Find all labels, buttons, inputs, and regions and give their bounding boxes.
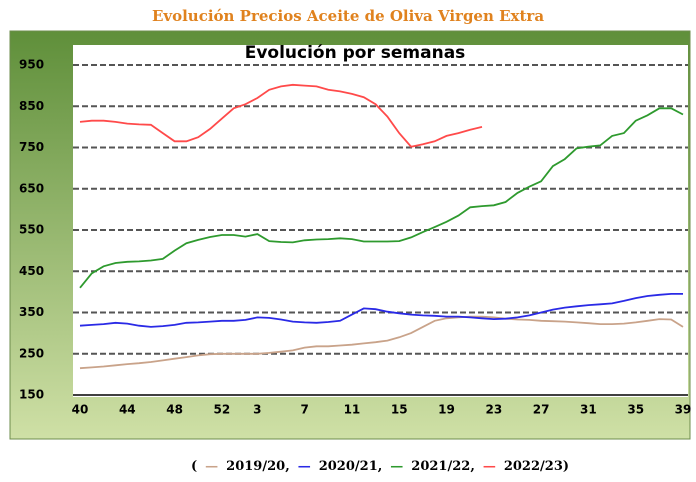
x-tick-label: 23	[485, 403, 502, 417]
legend: ( — 2019/20, — 2020/21, — 2021/22, — 2022/23)	[191, 459, 569, 474]
legend-label: 2022/23	[504, 459, 563, 474]
y-tick-label: 950	[19, 58, 44, 72]
x-tick-label: 11	[344, 403, 361, 417]
y-tick-label: 850	[19, 99, 44, 113]
x-tick-label: 31	[580, 403, 597, 417]
x-tick-label: 15	[391, 403, 408, 417]
plot: 150 250 350 450 550 650 750 850 950 40 44 48 52 3 7 11 1…	[19, 58, 691, 417]
x-tick-label: 39	[675, 403, 692, 417]
x-tick-label: 35	[627, 403, 644, 417]
chart-title: Evolución Precios Aceite de Oliva Virgen…	[152, 7, 544, 25]
legend-label: 2021/22	[411, 459, 470, 474]
x-tick-label: 7	[300, 403, 308, 417]
legend-swatch: —	[298, 459, 311, 474]
y-tick-label: 650	[19, 181, 44, 195]
series-line	[79, 83, 483, 148]
series-line	[79, 315, 684, 370]
x-tick-label: 52	[214, 403, 231, 417]
y-tick-label: 350	[19, 305, 44, 319]
y-tick-label: 250	[19, 346, 44, 360]
legend: ( — 2019/20, — 2020/21, — 2021/22, — 2022/23)	[191, 459, 569, 474]
y-tick-label: 550	[19, 223, 44, 237]
x-tick-label: 19	[438, 403, 455, 417]
x-tick-label: 27	[533, 403, 550, 417]
legend-swatch: —	[205, 459, 218, 474]
series-line	[79, 107, 684, 289]
legend-suffix: )	[563, 459, 569, 474]
series-line	[79, 293, 683, 328]
x-tick-label: 3	[253, 403, 261, 417]
legend-label: 2019/20	[226, 459, 285, 474]
legend-swatch: —	[483, 459, 496, 474]
y-tick-label: 750	[19, 140, 44, 154]
x-tick-label: 40	[72, 403, 89, 417]
x-tick-label: 44	[119, 403, 136, 417]
y-tick-label: 150	[19, 388, 44, 402]
legend-prefix: (	[191, 459, 197, 474]
legend-separator: ,	[378, 459, 383, 474]
plot-area	[73, 45, 688, 397]
chart-subtitle: Evolución por semanas	[245, 43, 466, 63]
legend-separator: ,	[285, 459, 290, 474]
legend-label: 2020/21	[319, 459, 378, 474]
legend-swatch: —	[390, 459, 403, 474]
x-tick-label: 48	[166, 403, 183, 417]
legend-separator: ,	[470, 459, 475, 474]
y-tick-label: 450	[19, 264, 44, 278]
